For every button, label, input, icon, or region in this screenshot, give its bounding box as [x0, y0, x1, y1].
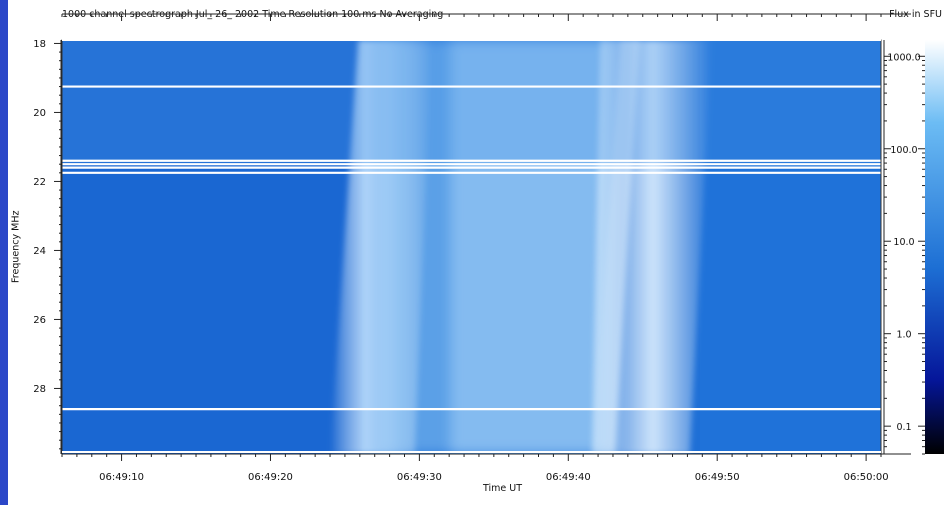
colorbar-axis: 1000.0 100.0 10.0 1.0 0.1: [884, 52, 925, 455]
colorbar-tick-label: 0.1: [896, 422, 911, 433]
y-tick-label: 22: [33, 177, 46, 188]
colorbar: [925, 40, 944, 454]
colorbar-label: Flux in SFU: [889, 9, 942, 20]
x-tick-label: 06:49:10: [99, 472, 144, 483]
colorbar-tick-label: 10.0: [893, 237, 914, 248]
y-tick-label: 28: [33, 384, 46, 395]
y-tick-label: 26: [33, 315, 46, 326]
x-tick-label: 06:49:40: [546, 472, 591, 483]
x-axis: 06:49:10 06:49:20 06:49:30 06:49:40 06:49:50…: [61, 13, 911, 483]
x-tick-label: 06:49:50: [695, 472, 740, 483]
x-tick-label: 06:49:30: [397, 472, 442, 483]
y-tick-label: 18: [33, 39, 46, 50]
colorbar-tick-label: 1.0: [896, 330, 911, 341]
x-axis-label: Time UT: [483, 483, 523, 494]
colorbar-tick-label: 100.0: [890, 145, 917, 156]
x-tick-label: 06:50:00: [844, 472, 889, 483]
spectrogram-image: [62, 40, 881, 454]
interference-lines: [62, 85, 881, 411]
y-tick-label: 24: [33, 246, 46, 257]
y-axis: 18 20 22 24 26 28: [33, 39, 62, 454]
y-tick-label: 20: [33, 108, 46, 119]
y-axis-label: Frequency MHz: [10, 210, 22, 283]
x-tick-label: 06:49:20: [248, 472, 293, 483]
colorbar-tick-label: 1000.0: [887, 52, 920, 63]
